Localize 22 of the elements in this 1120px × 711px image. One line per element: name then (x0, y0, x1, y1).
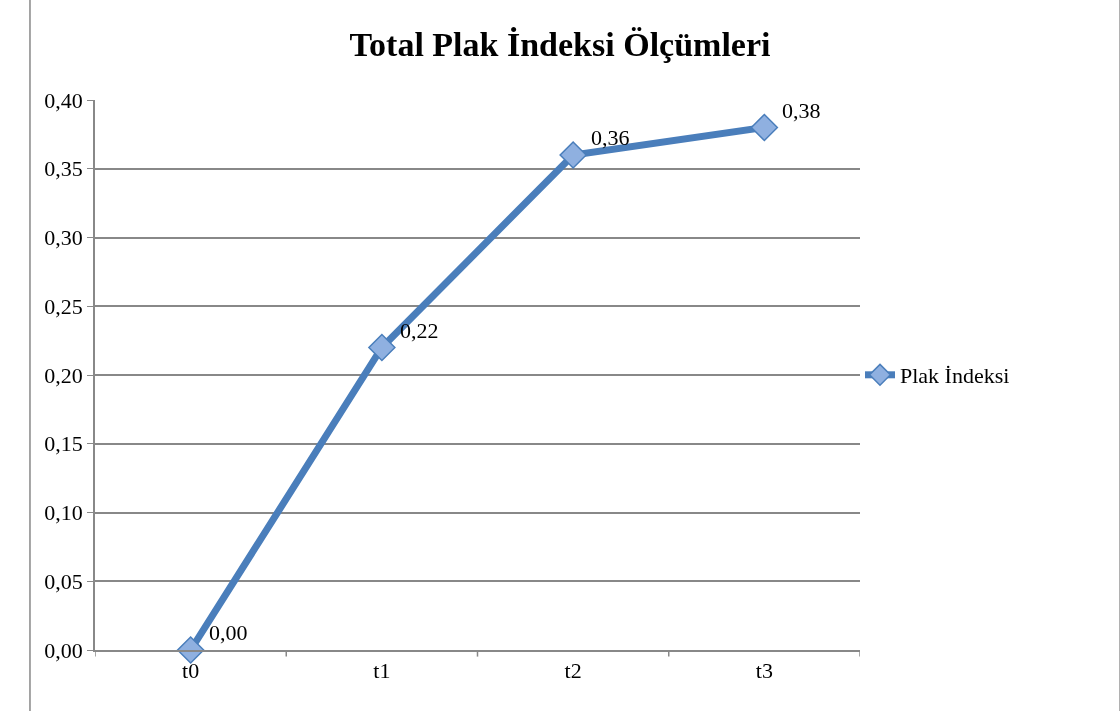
point (368, 333, 396, 362)
y-tick-label: 0,25 (44, 293, 83, 319)
y-tick-label: 0,35 (44, 156, 83, 182)
data-label: 0,38 (782, 98, 821, 123)
legend-label: Plak İndeksi (900, 363, 1010, 389)
y-tick-label: 0,00 (44, 637, 83, 663)
y-tick-label: 0,40 (44, 87, 83, 113)
chart-title: Total Plak İndeksi Ölçümleri (349, 25, 771, 63)
y-tick-label: 0,10 (44, 500, 83, 526)
data-label: 0,22 (400, 318, 439, 343)
y-tick-label: 0,15 (44, 431, 83, 457)
point (559, 141, 587, 169)
y-tick-label: 0,20 (44, 362, 83, 388)
x-tick-label: t2 (564, 658, 582, 684)
x-tick-label: t1 (373, 658, 391, 684)
y-tick-label: 0,05 (44, 568, 83, 594)
data-label: 0,00 (209, 620, 248, 645)
x-tick-label: t3 (755, 658, 773, 684)
data-label: 0,36 (591, 125, 630, 150)
y-tick-label: 0,30 (44, 225, 83, 251)
point (750, 113, 779, 142)
x-tick-label: t0 (182, 658, 200, 684)
